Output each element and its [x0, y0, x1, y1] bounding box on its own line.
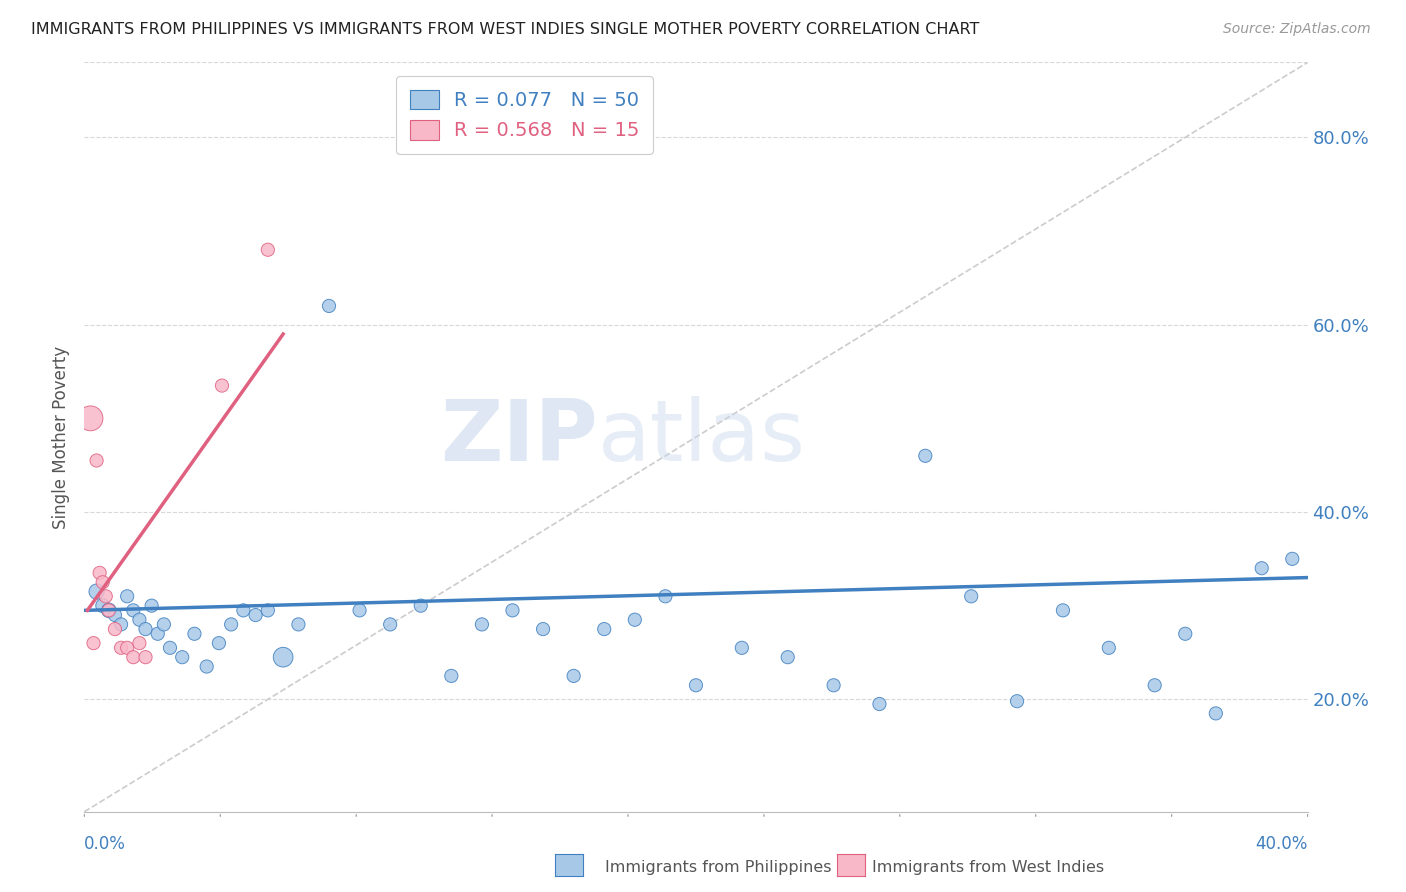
Point	[960, 589, 983, 603]
Point	[91, 575, 114, 590]
Point	[914, 449, 936, 463]
Point	[1143, 678, 1166, 692]
Point	[208, 636, 231, 650]
Point	[232, 603, 254, 617]
Point	[122, 603, 145, 617]
Point	[380, 617, 402, 632]
Point	[271, 650, 294, 665]
Point	[409, 599, 432, 613]
Point	[183, 626, 205, 640]
Point	[776, 650, 799, 665]
Y-axis label: Single Mother Poverty: Single Mother Poverty	[52, 345, 70, 529]
Point	[79, 411, 101, 425]
Point	[115, 589, 138, 603]
Point	[195, 659, 218, 673]
Point	[97, 603, 120, 617]
Point	[823, 678, 845, 692]
Legend: R = 0.077   N = 50, R = 0.568   N = 15: R = 0.077 N = 50, R = 0.568 N = 15	[396, 76, 654, 154]
Point	[245, 608, 267, 623]
Point	[562, 669, 585, 683]
Point	[287, 617, 309, 632]
Point	[257, 603, 280, 617]
Point	[685, 678, 707, 692]
Point	[471, 617, 494, 632]
Point	[1005, 694, 1028, 708]
Point	[1098, 640, 1121, 655]
Point	[211, 378, 233, 392]
Point	[86, 584, 108, 599]
Point	[115, 640, 138, 655]
Point	[440, 669, 463, 683]
Point	[654, 589, 676, 603]
Text: atlas: atlas	[598, 395, 806, 479]
Point	[159, 640, 181, 655]
Text: Source: ZipAtlas.com: Source: ZipAtlas.com	[1223, 22, 1371, 37]
Point	[128, 636, 150, 650]
Point	[1205, 706, 1227, 721]
Point	[731, 640, 754, 655]
Point	[869, 697, 891, 711]
Point	[91, 599, 114, 613]
Point	[94, 589, 117, 603]
Point	[128, 613, 150, 627]
Point	[141, 599, 163, 613]
Point	[104, 608, 127, 623]
Point	[1052, 603, 1074, 617]
Point	[531, 622, 554, 636]
Text: Immigrants from Philippines: Immigrants from Philippines	[605, 860, 831, 874]
Text: Immigrants from West Indies: Immigrants from West Indies	[872, 860, 1104, 874]
Point	[349, 603, 371, 617]
Point	[135, 650, 157, 665]
Point	[104, 622, 127, 636]
Point	[83, 636, 105, 650]
Point	[110, 640, 132, 655]
Point	[110, 617, 132, 632]
Text: ZIP: ZIP	[440, 395, 598, 479]
Point	[219, 617, 242, 632]
Point	[146, 626, 169, 640]
Point	[86, 453, 108, 467]
Point	[1174, 626, 1197, 640]
Point	[1281, 551, 1303, 566]
Text: 0.0%: 0.0%	[84, 835, 127, 853]
Point	[89, 566, 111, 580]
Point	[122, 650, 145, 665]
Point	[172, 650, 194, 665]
Text: IMMIGRANTS FROM PHILIPPINES VS IMMIGRANTS FROM WEST INDIES SINGLE MOTHER POVERTY: IMMIGRANTS FROM PHILIPPINES VS IMMIGRANT…	[31, 22, 980, 37]
Point	[257, 243, 280, 257]
Point	[97, 603, 120, 617]
Point	[624, 613, 647, 627]
Point	[502, 603, 524, 617]
Point	[318, 299, 340, 313]
Point	[135, 622, 157, 636]
Point	[153, 617, 176, 632]
Text: 40.0%: 40.0%	[1256, 835, 1308, 853]
Point	[1250, 561, 1272, 575]
Point	[593, 622, 616, 636]
